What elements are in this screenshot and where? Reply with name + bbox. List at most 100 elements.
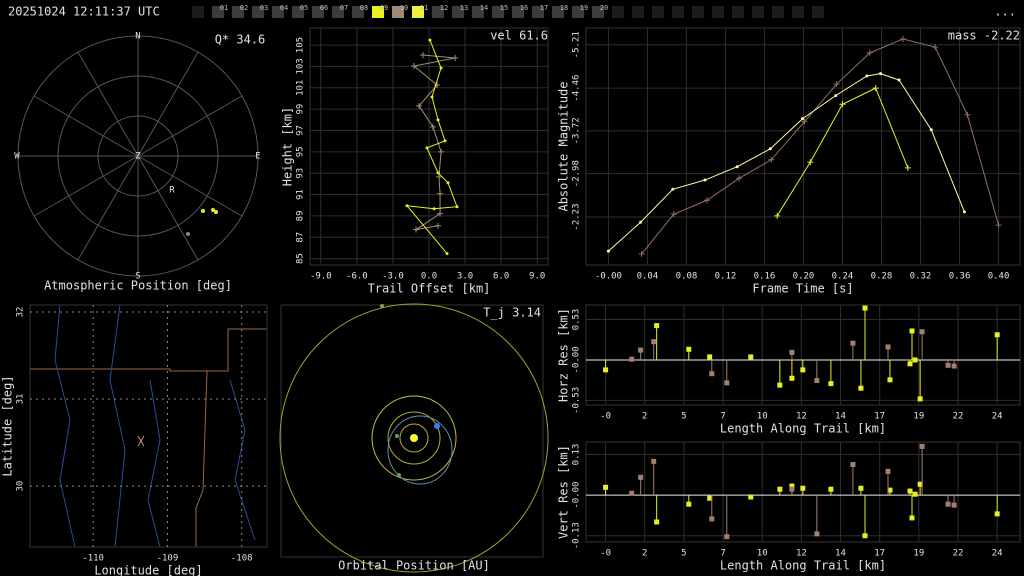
camera-box[interactable] [272, 6, 284, 18]
point [885, 344, 891, 350]
y-tick-label: 93 [296, 168, 306, 179]
y-tick-label: -3.72 [572, 117, 582, 144]
x-tick-label: 12 [796, 412, 807, 422]
series-line [641, 38, 1000, 255]
point [629, 356, 635, 362]
sky-point [214, 210, 218, 214]
point [671, 187, 675, 191]
x-tick-label: 2 [642, 549, 647, 559]
x-tick-label: 0.0 [421, 272, 437, 282]
camera-box[interactable] [332, 6, 344, 18]
camera-box[interactable] [792, 6, 804, 18]
spoke [137, 155, 243, 217]
planet [380, 304, 384, 308]
camera-box[interactable] [672, 6, 684, 18]
camera-box[interactable] [632, 6, 644, 18]
plot-frame [29, 304, 268, 548]
y-tick-label: 0.53 [572, 309, 582, 331]
camera-box[interactable] [312, 6, 324, 18]
camera-box[interactable] [372, 6, 384, 18]
x-tick-label: 22 [953, 412, 964, 422]
y-tick-label: 105 [296, 37, 306, 53]
camera-box[interactable] [392, 6, 404, 18]
camera-box[interactable] [452, 6, 464, 18]
camera-box[interactable] [472, 6, 484, 18]
camera-box[interactable] [212, 6, 224, 18]
camera-box[interactable] [572, 6, 584, 18]
point [919, 443, 925, 449]
camera-box[interactable] [692, 6, 704, 18]
point [443, 139, 447, 143]
point [429, 123, 436, 130]
camera-box[interactable] [812, 6, 824, 18]
point [432, 207, 436, 211]
point [839, 101, 846, 108]
point [887, 487, 893, 493]
point [724, 380, 730, 386]
x-tick-label: 12 [796, 549, 807, 559]
camera-box[interactable] [232, 6, 244, 18]
series-line [412, 54, 456, 231]
point [428, 38, 432, 42]
camera-box[interactable] [592, 6, 604, 18]
point [994, 511, 1000, 517]
point [932, 44, 939, 51]
x-tick-label: 14 [835, 412, 846, 422]
camera-box[interactable] [772, 6, 784, 18]
x-tick-label: -3.0 [382, 272, 404, 282]
x-tick-label: 0.04 [637, 272, 659, 282]
camera-label: 15 [500, 4, 508, 12]
camera-box[interactable] [412, 6, 424, 18]
direction-label: Z [135, 152, 141, 162]
x-tick-label: 14 [835, 549, 846, 559]
camera-box[interactable] [192, 6, 204, 18]
point [430, 95, 434, 99]
y-tick-label: 97 [296, 125, 306, 136]
camera-box[interactable] [732, 6, 744, 18]
camera-box[interactable] [352, 6, 364, 18]
camera-box[interactable] [532, 6, 544, 18]
camera-box[interactable] [712, 6, 724, 18]
camera-box[interactable] [752, 6, 764, 18]
point [945, 501, 951, 507]
point [768, 156, 775, 163]
point [452, 54, 459, 61]
spoke [77, 155, 139, 261]
y-tick-label: 91 [296, 189, 306, 200]
point [814, 531, 820, 537]
point [651, 458, 657, 464]
camera-box[interactable] [292, 6, 304, 18]
x-tick-label: 0.16 [754, 272, 776, 282]
camera-box[interactable] [612, 6, 624, 18]
orbit [371, 395, 457, 481]
camera-box[interactable] [432, 6, 444, 18]
point [639, 220, 643, 224]
camera-box[interactable] [652, 6, 664, 18]
plot-frame [585, 441, 1021, 543]
camera-box[interactable] [512, 6, 524, 18]
x-tick-label: 2 [642, 412, 647, 422]
camera-label: 12 [440, 4, 448, 12]
point [909, 515, 915, 521]
y-tick-label: -0.00 [572, 482, 582, 509]
menu[interactable]: ... [994, 5, 1016, 19]
point [834, 94, 838, 98]
camera-box[interactable] [552, 6, 564, 18]
x-axis-label: Longitude [deg] [94, 564, 202, 576]
camera-box[interactable] [252, 6, 264, 18]
sky-plot [17, 35, 259, 277]
point [436, 118, 440, 122]
point [603, 484, 609, 490]
point [638, 474, 644, 480]
orbit [387, 411, 441, 465]
point [828, 381, 834, 387]
y-tick-label: -0.13 [572, 522, 582, 549]
point [606, 249, 610, 253]
x-axis-label: Length Along Trail [km] [720, 559, 886, 573]
y-tick-label: 31 [16, 394, 26, 405]
point [807, 159, 814, 166]
y-axis-label: Absolute Magnitude [557, 81, 571, 211]
camera-box[interactable] [492, 6, 504, 18]
camera-label: 05 [300, 4, 308, 12]
sky-title: Atmospheric Position [deg] [44, 279, 232, 293]
